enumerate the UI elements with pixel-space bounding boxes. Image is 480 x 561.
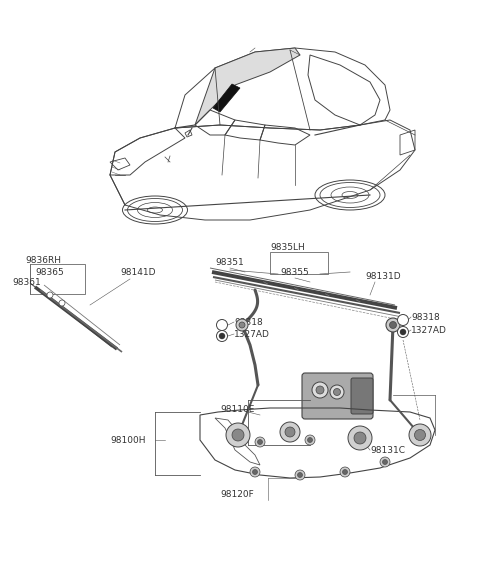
Circle shape [389, 321, 396, 329]
Circle shape [226, 423, 250, 447]
Text: 98141D: 98141D [120, 268, 156, 277]
Circle shape [47, 292, 53, 298]
Circle shape [285, 427, 295, 437]
Polygon shape [213, 84, 240, 112]
Circle shape [343, 470, 348, 475]
Text: 98110E: 98110E [220, 405, 254, 414]
Text: 98318: 98318 [411, 312, 440, 321]
Circle shape [295, 470, 305, 480]
Circle shape [232, 429, 244, 441]
Circle shape [216, 320, 228, 330]
Circle shape [250, 467, 260, 477]
Circle shape [305, 435, 315, 445]
Circle shape [216, 330, 228, 342]
Text: 98365: 98365 [35, 268, 64, 277]
Circle shape [340, 467, 350, 477]
Circle shape [397, 327, 408, 338]
Text: 98100H: 98100H [110, 435, 145, 444]
Text: 9836RH: 9836RH [25, 256, 61, 265]
Text: 98131C: 98131C [370, 445, 405, 454]
Text: 1327AD: 1327AD [234, 329, 270, 338]
Text: 98131D: 98131D [365, 272, 401, 281]
Circle shape [308, 438, 312, 443]
Circle shape [409, 424, 431, 446]
Circle shape [280, 422, 300, 442]
Circle shape [239, 322, 245, 328]
Text: 1327AD: 1327AD [411, 325, 447, 334]
Circle shape [219, 333, 225, 339]
FancyBboxPatch shape [302, 373, 373, 419]
Circle shape [255, 437, 265, 447]
FancyBboxPatch shape [351, 378, 373, 414]
Circle shape [330, 385, 344, 399]
Circle shape [236, 319, 248, 331]
Text: 98318: 98318 [234, 318, 263, 327]
Text: 9835LH: 9835LH [270, 243, 305, 252]
Text: 98351: 98351 [215, 258, 244, 267]
Circle shape [298, 472, 302, 477]
Circle shape [348, 426, 372, 450]
Polygon shape [195, 48, 300, 125]
Circle shape [397, 315, 408, 325]
Circle shape [400, 329, 406, 335]
Text: 98361: 98361 [12, 278, 41, 287]
Circle shape [386, 318, 400, 332]
Circle shape [334, 389, 340, 396]
Circle shape [354, 432, 366, 444]
Circle shape [380, 457, 390, 467]
Circle shape [312, 382, 328, 398]
Text: 98355: 98355 [280, 268, 309, 277]
Circle shape [415, 430, 425, 440]
Circle shape [252, 470, 257, 475]
Circle shape [383, 459, 387, 465]
Circle shape [257, 439, 263, 444]
Circle shape [59, 300, 65, 306]
Circle shape [316, 386, 324, 394]
Text: 98120F: 98120F [220, 490, 254, 499]
